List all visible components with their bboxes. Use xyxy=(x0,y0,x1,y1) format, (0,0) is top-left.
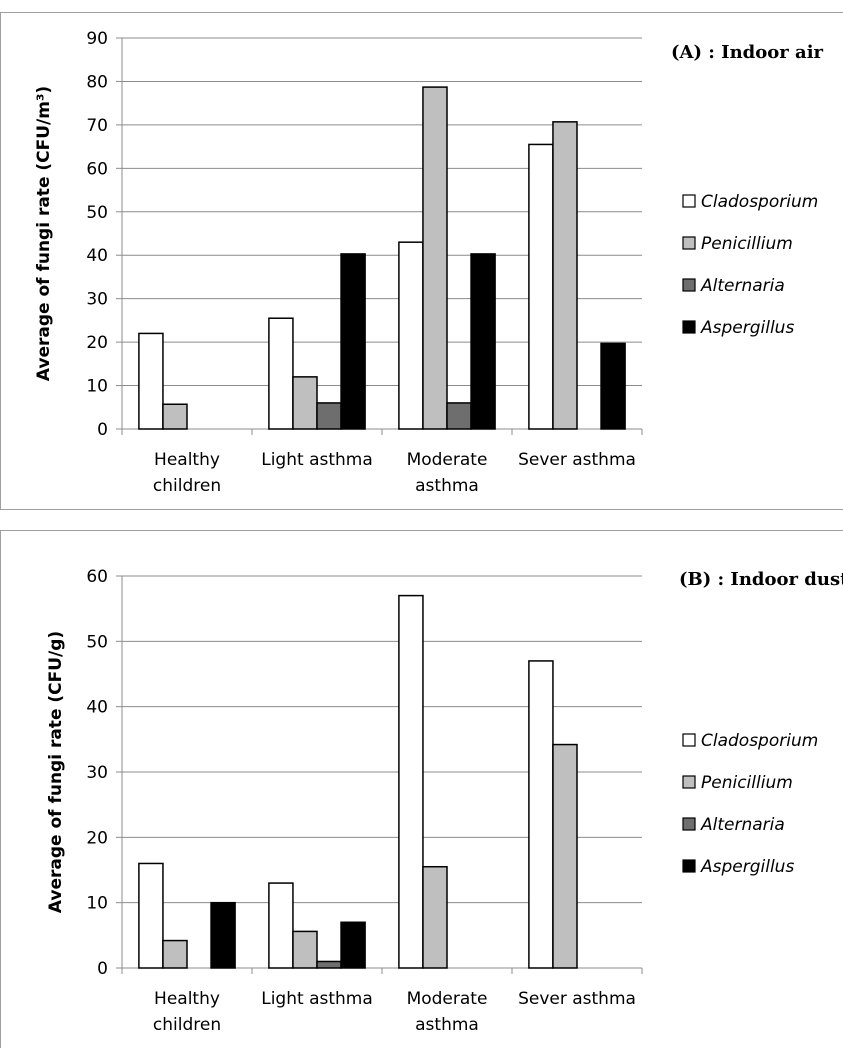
c0-bar-alternaria xyxy=(446,402,472,430)
c1-y-tick-label: 20 xyxy=(86,828,108,848)
c0-legend-label-alternaria: Alternaria xyxy=(700,276,785,296)
c0-legend-swatch-aspergillus xyxy=(682,320,696,334)
c0-bar-penicillium xyxy=(292,376,318,430)
c0-legend-swatch-penicillium xyxy=(682,236,696,250)
chart-indoor-air: 0 10 20 30 40 50 60 70 80 90 Healthy children Light … xyxy=(34,29,824,496)
c0-category-label: Healthy xyxy=(154,450,220,470)
c1-chart-title: (B) : Indoor dust xyxy=(679,569,843,590)
c0-bar-penicillium xyxy=(162,403,188,430)
c1-y-tick-label: 60 xyxy=(86,567,108,587)
c1-bar-penicillium xyxy=(162,939,188,969)
c0-category-label: asthma xyxy=(415,476,479,496)
c0-y-tick-label: 50 xyxy=(86,203,108,223)
c0-category-label: Moderate xyxy=(407,450,488,470)
c1-bar-penicillium xyxy=(422,865,448,969)
c1-bar-alternaria xyxy=(316,960,342,969)
c0-bar-cladosporium xyxy=(138,332,164,430)
c1-bar-penicillium xyxy=(552,743,578,969)
c0-category-label: Sever asthma xyxy=(518,450,636,470)
c0-y-tick-label: 60 xyxy=(86,159,108,179)
c0-category-label: children xyxy=(153,476,221,496)
c0-y-axis-label: Average of fungi rate (CFU/m³) xyxy=(34,86,54,381)
c1-category-label: Moderate xyxy=(407,989,488,1009)
c1-y-axis-label: Average of fungi rate (CFU/g) xyxy=(46,631,66,913)
chart-panel-indoor-dust: 0 10 20 30 40 50 60 Healthy children Light asthma… xyxy=(0,530,843,1048)
c1-bar-penicillium xyxy=(292,930,318,969)
c0-bar-penicillium xyxy=(552,121,578,430)
c1-bar-cladosporium xyxy=(268,882,294,969)
c0-bar-aspergillus xyxy=(340,253,366,430)
c1-bar-cladosporium xyxy=(138,862,164,969)
c0-bar-cladosporium xyxy=(268,317,294,430)
c0-y-tick-label: 80 xyxy=(86,72,108,92)
c1-category-label: Sever asthma xyxy=(518,989,636,1009)
c0-y-tick-label: 90 xyxy=(86,29,108,49)
c0-bar-cladosporium xyxy=(398,241,424,430)
c0-bar-aspergillus xyxy=(600,342,626,430)
c1-legend-swatch-alternaria xyxy=(682,817,696,831)
c1-legend-swatch-penicillium xyxy=(682,775,696,789)
c1-legend-label-alternaria: Alternaria xyxy=(700,815,785,835)
c1-category-label: asthma xyxy=(415,1015,479,1035)
c1-bar-cladosporium xyxy=(528,660,554,969)
c0-bar-cladosporium xyxy=(528,143,554,430)
chart-indoor-dust: 0 10 20 30 40 50 60 Healthy children Light asthma… xyxy=(46,567,843,1035)
c1-y-tick-label: 10 xyxy=(86,894,108,914)
c1-category-label: Light asthma xyxy=(261,989,373,1009)
c0-bar-penicillium xyxy=(422,86,448,430)
c1-y-tick-label: 0 xyxy=(97,959,108,979)
c1-legend-swatch-cladosporium xyxy=(682,733,696,747)
c0-legend-label-penicillium: Penicillium xyxy=(701,234,793,254)
chart-panel-indoor-air: 0 10 20 30 40 50 60 70 80 90 Healthy children Light … xyxy=(0,12,843,510)
c0-category-label: Light asthma xyxy=(261,450,373,470)
c0-legend-swatch-alternaria xyxy=(682,278,696,292)
c1-legend-label-cladosporium: Cladosporium xyxy=(701,731,818,751)
c1-category-label: children xyxy=(153,1015,221,1035)
c0-y-tick-label: 20 xyxy=(86,333,108,353)
c1-y-tick-label: 50 xyxy=(86,632,108,652)
c0-bar-alternaria xyxy=(316,402,342,430)
c0-chart-title: (A) : Indoor air xyxy=(671,42,824,63)
c1-category-label: Healthy xyxy=(154,989,220,1009)
c0-y-tick-label: 70 xyxy=(86,116,108,136)
c0-bar-aspergillus xyxy=(470,253,496,430)
c0-legend-swatch-cladosporium xyxy=(682,194,696,208)
c1-y-tick-label: 30 xyxy=(86,763,108,783)
c0-y-tick-label: 0 xyxy=(97,420,108,440)
c0-legend-label-aspergillus: Aspergillus xyxy=(700,318,794,338)
c1-bar-aspergillus xyxy=(340,921,366,969)
c1-legend-label-penicillium: Penicillium xyxy=(701,773,793,793)
c0-y-tick-label: 40 xyxy=(86,246,108,266)
c0-y-tick-label: 30 xyxy=(86,290,108,310)
c0-y-tick-label: 10 xyxy=(86,377,108,397)
c1-bar-aspergillus xyxy=(210,901,236,969)
c1-y-tick-label: 40 xyxy=(86,698,108,718)
c1-bar-cladosporium xyxy=(398,594,424,969)
c1-legend-label-aspergillus: Aspergillus xyxy=(700,857,794,877)
c1-legend-swatch-aspergillus xyxy=(682,859,696,873)
c0-legend-label-cladosporium: Cladosporium xyxy=(701,192,818,212)
